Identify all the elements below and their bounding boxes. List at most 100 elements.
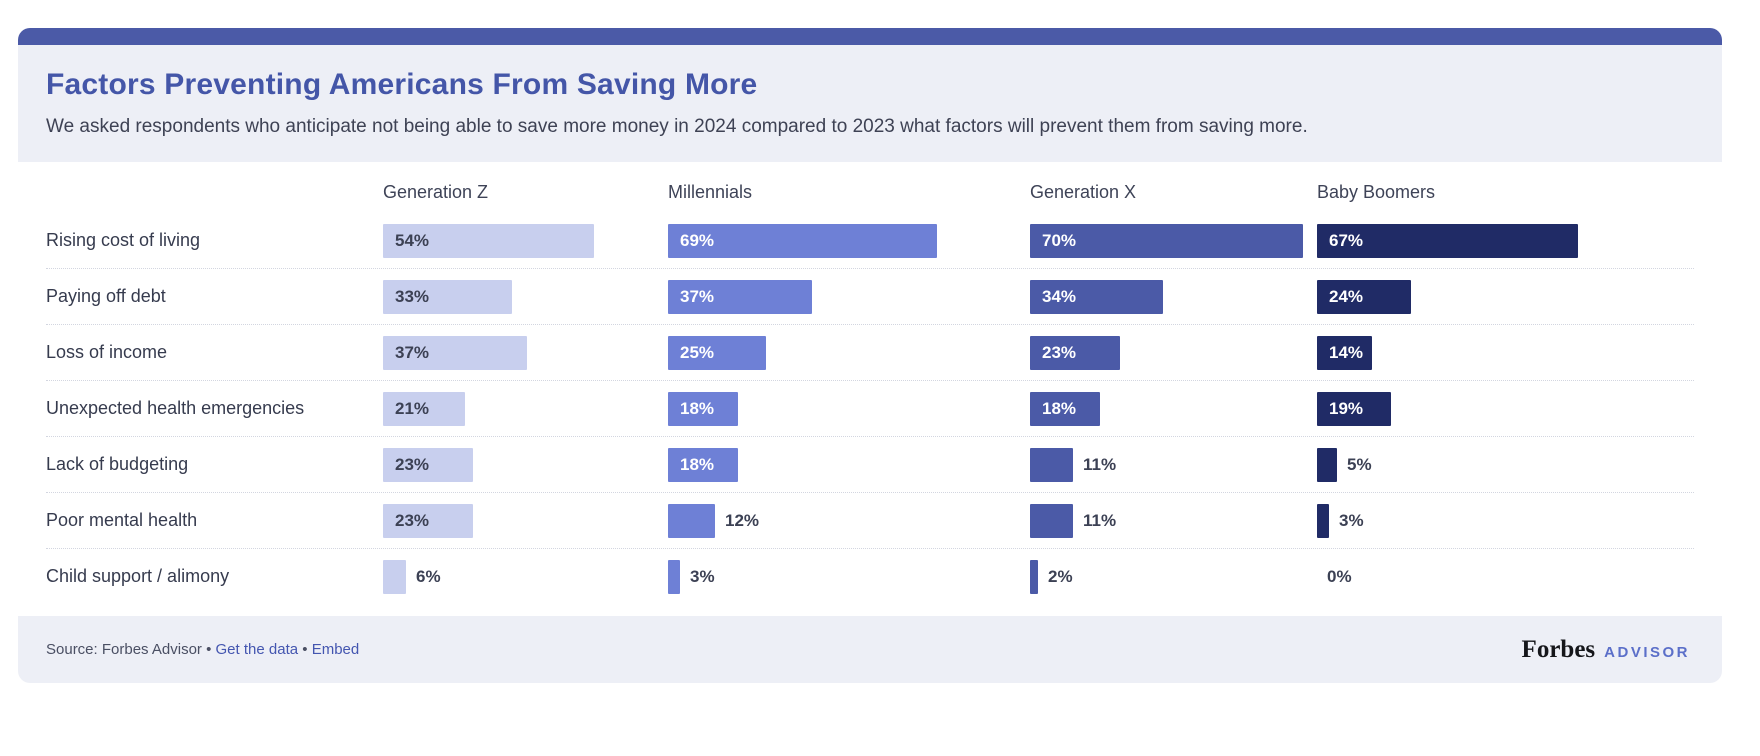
separator-dot: • [206,641,212,658]
value-label: 24% [1329,286,1364,306]
bar-cell: 23% [383,503,668,538]
bar-cell: 3% [668,559,1030,594]
bar: 19% [1317,391,1391,426]
bar-cell: 12% [668,503,1030,538]
bar-cell: 19% [1317,391,1694,426]
chart-row: Unexpected health emergencies 21% 18% 18% 19… [46,381,1694,437]
column-header-generation-x: Generation X [1030,182,1137,202]
category-label: Child support / alimony [46,566,230,586]
value-label: 0% [1327,566,1352,586]
category-label: Poor mental health [46,510,198,530]
bar: 70% [1030,223,1303,258]
value-label: 11% [1083,454,1117,474]
bar: 18% [668,447,738,482]
bar-cell: 54% [383,223,668,258]
value-label: 54% [395,230,430,250]
bar [1317,447,1337,482]
value-label: 23% [395,454,430,474]
column-headers: Generation Z Millennials Generation X Ba… [46,182,1694,213]
bar-cell: 18% [668,391,1030,426]
bar [1030,559,1038,594]
value-label: 3% [690,566,715,586]
forbes-wordmark: Forbes [1521,635,1596,663]
column-header-generation-z: Generation Z [383,182,489,202]
card-footer: Source: Forbes Advisor • Get the data • … [18,616,1722,683]
value-label: 18% [1042,398,1077,418]
bar: 34% [1030,279,1163,314]
category-label: Loss of income [46,342,168,362]
bar-cell: 33% [383,279,668,314]
value-label: 11% [1083,510,1117,530]
value-label: 18% [680,398,715,418]
bar [1317,503,1329,538]
value-label: 23% [395,510,430,530]
source-text: Source: Forbes Advisor [46,641,202,658]
bar: 23% [383,447,473,482]
bar: 33% [383,279,512,314]
bar: 14% [1317,335,1372,370]
column-header-baby-boomers: Baby Boomers [1317,182,1436,202]
bar: 21% [383,391,465,426]
bar: 18% [668,391,738,426]
bar-cell: 18% [668,447,1030,482]
bar-cell: 0% [1317,567,1694,587]
embed-link[interactable]: Embed [311,641,360,658]
get-the-data-link[interactable]: Get the data [215,641,299,658]
bar: 37% [668,279,812,314]
chart-title: Factors Preventing Americans From Saving… [46,68,758,101]
bar [1030,503,1073,538]
bar: 23% [1030,335,1120,370]
category-label: Paying off debt [46,286,166,306]
value-label: 34% [1042,286,1077,306]
chart-area: Generation Z Millennials Generation X Ba… [18,162,1722,616]
bar-cell: 25% [668,335,1030,370]
value-label: 33% [395,286,430,306]
value-label: 25% [680,342,715,362]
forbes-advisor-logo: Forbes ADVISOR [1522,636,1690,664]
value-label: 67% [1329,230,1364,250]
bar-cell: 69% [668,223,1030,258]
bar-cell: 14% [1317,335,1694,370]
value-label: 14% [1329,342,1364,362]
card-accent-bar [18,28,1722,45]
value-label: 3% [1339,510,1364,530]
chart-card: Factors Preventing Americans From Saving… [18,28,1722,683]
value-label: 18% [680,454,715,474]
value-label: 5% [1347,454,1372,474]
bar-cell: 70% [1030,223,1317,258]
category-label: Lack of budgeting [46,454,189,474]
bar-cell: 11% [1030,503,1317,538]
value-label: 2% [1048,566,1073,586]
value-label: 19% [1329,398,1364,418]
category-label: Rising cost of living [46,230,201,250]
bar: 69% [668,223,937,258]
bar-cell: 5% [1317,447,1694,482]
bar: 24% [1317,279,1411,314]
chart-subtitle: We asked respondents who anticipate not … [46,116,1308,137]
bar [383,559,406,594]
source-line: Source: Forbes Advisor • Get the data • … [46,641,359,658]
card-header: Factors Preventing Americans From Saving… [18,45,1722,162]
bar: 67% [1317,223,1578,258]
bar-cell: 67% [1317,223,1694,258]
value-label: 69% [680,230,715,250]
chart-row: Loss of income 37% 25% 23% 14% [46,325,1694,381]
bar-cell: 34% [1030,279,1317,314]
chart-row: Child support / alimony 6% 3% 2% 0% [46,549,1694,604]
value-label: 12% [725,510,760,530]
chart-row: Poor mental health 23% 12% 11% 3% [46,493,1694,549]
bar-cell: 2% [1030,559,1317,594]
chart-rows: Rising cost of living 54% 69% 70% 67% Paying … [46,213,1694,604]
bar: 54% [383,223,594,258]
bar-cell: 23% [1030,335,1317,370]
bar: 23% [383,503,473,538]
value-label: 23% [1042,342,1077,362]
advisor-wordmark: ADVISOR [1604,643,1690,661]
bar-cell: 37% [668,279,1030,314]
bar: 18% [1030,391,1100,426]
bar-cell: 37% [383,335,668,370]
bar-cell: 3% [1317,503,1694,538]
column-header-millennials: Millennials [668,182,753,202]
bar-cell: 21% [383,391,668,426]
chart-row: Lack of budgeting 23% 18% 11% 5% [46,437,1694,493]
